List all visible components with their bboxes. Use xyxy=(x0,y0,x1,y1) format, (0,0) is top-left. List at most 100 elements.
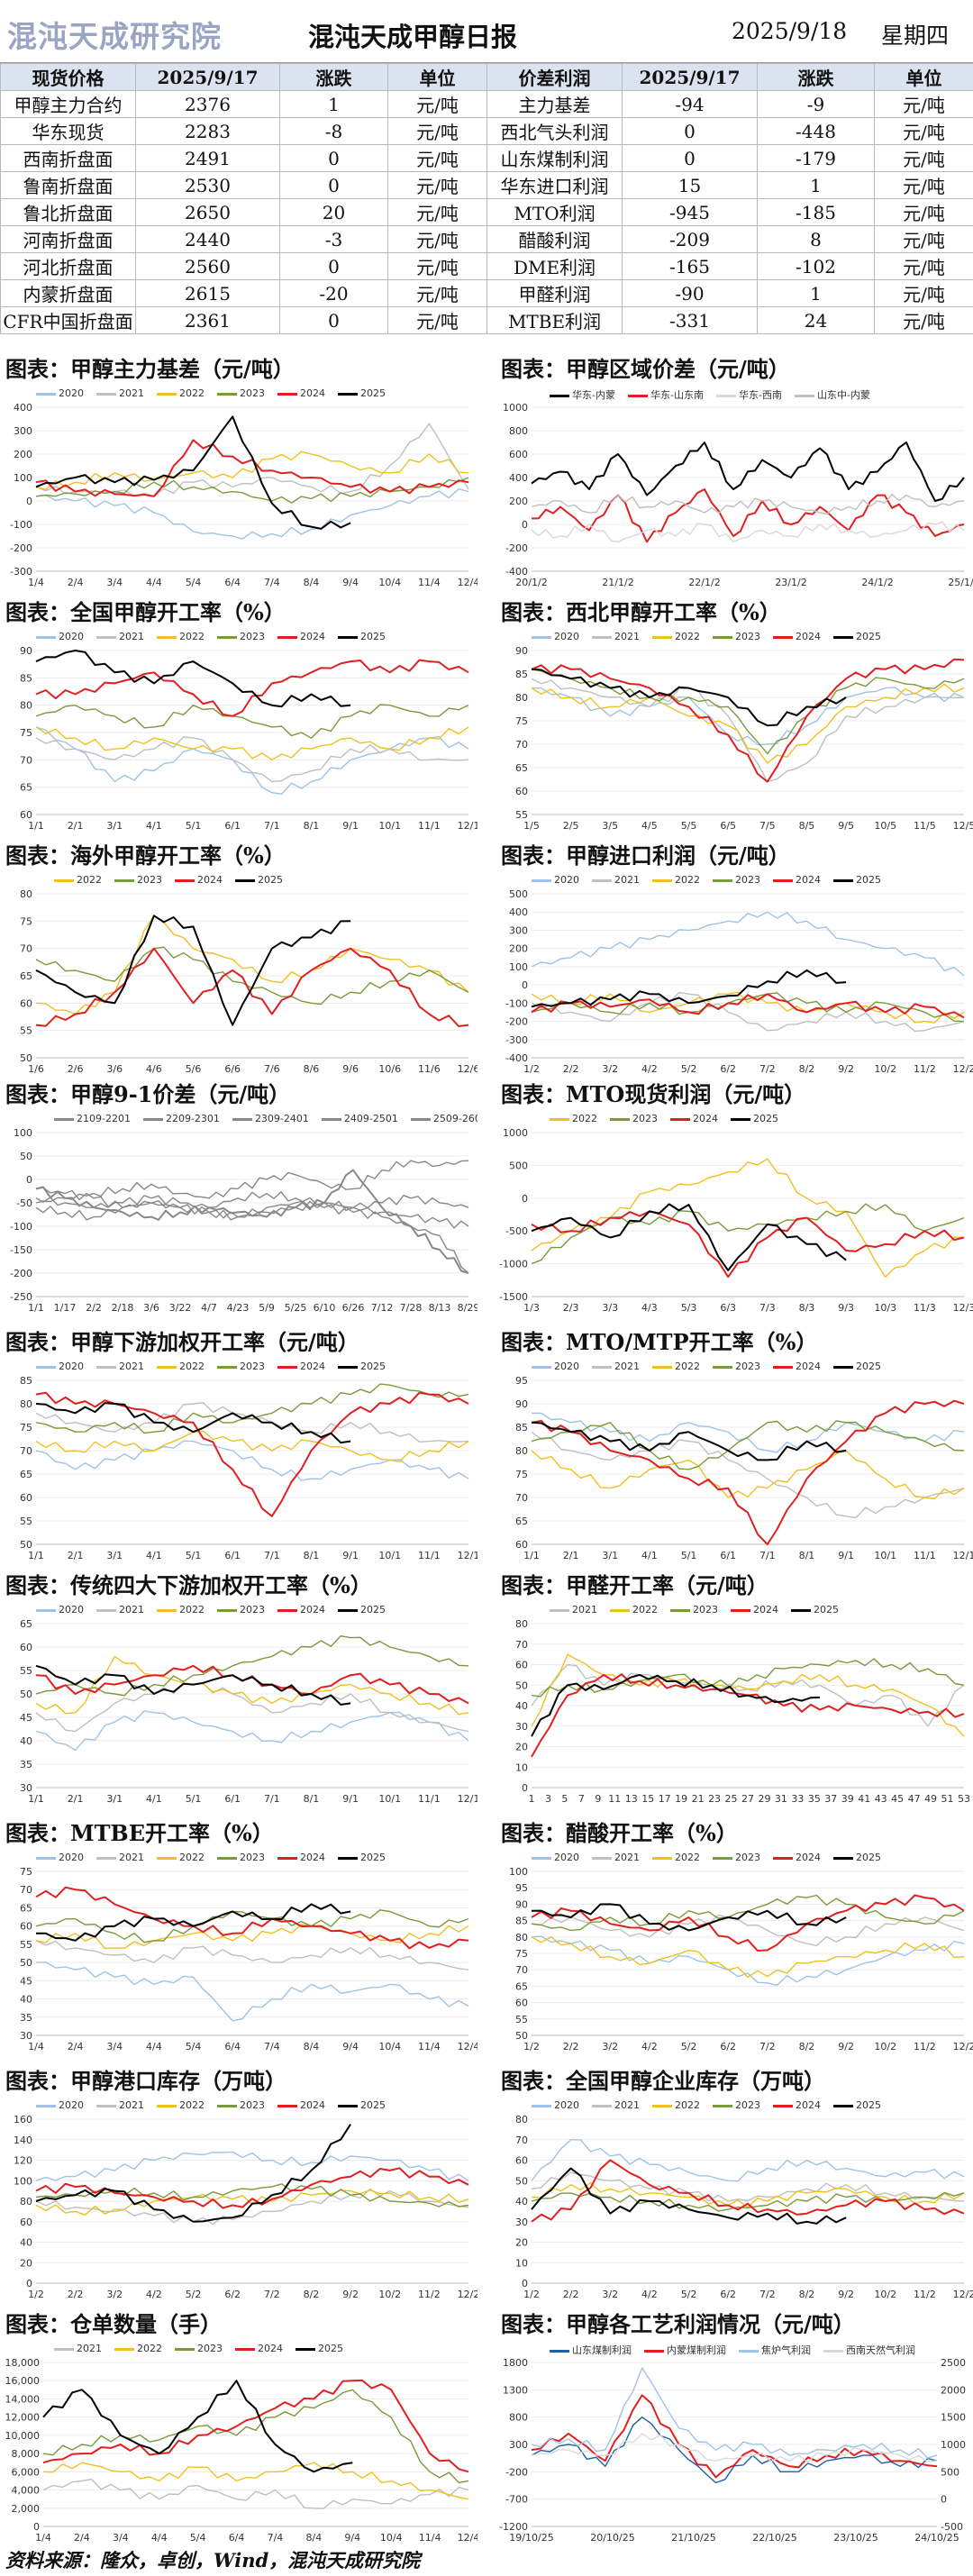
chart-panel-c18: 图表：甲醇各工艺利润情况（元/吨） 山东煤制利润 内蒙煤制利润 焦炉气利润 西南天然气利… xyxy=(496,2307,973,2550)
x-tick-label: 8/13 xyxy=(429,1302,451,1314)
legend-label: 2023 xyxy=(240,1361,265,1372)
x-tick-label: 1/1 xyxy=(28,820,44,832)
legend-label: 2024 xyxy=(197,874,223,886)
y-tick-label: -500 xyxy=(505,1225,528,1237)
table-cell: 元/吨 xyxy=(387,171,487,199)
legend-label: 2025 xyxy=(360,2099,386,2111)
chart-legend: 2020 2021 2022 2023 2024 2025 xyxy=(36,631,398,642)
x-tick-label: 7/1 xyxy=(759,1550,776,1561)
x-tick-label: 39 xyxy=(841,1793,854,1805)
y-tick-label: 40 xyxy=(20,1994,32,2006)
chart-panel-c1: 图表：甲醇主力基差（元/吨） 2020 2021 2022 2023 2024 2025 40… xyxy=(0,351,477,595)
y-right-tick-label: 0 xyxy=(941,2494,947,2506)
y-tick-label: 65 xyxy=(515,762,528,774)
series-line-2021 xyxy=(35,1940,469,1971)
x-tick-label: 25/1/2 xyxy=(948,577,973,588)
x-tick-label: 1/2 xyxy=(523,2041,540,2053)
x-tick-label: 6/1 xyxy=(720,1550,736,1561)
x-tick-label: 12/4 xyxy=(458,2532,477,2544)
legend-item: 2020 xyxy=(36,2099,84,2111)
legend-swatch xyxy=(277,2104,297,2107)
x-tick-label: 47 xyxy=(908,1793,921,1805)
table-header-cell: 2025/9/17 xyxy=(622,63,758,91)
legend-item: 2024 xyxy=(235,2343,283,2354)
legend-swatch xyxy=(157,1365,177,1369)
legend-swatch xyxy=(157,1856,177,1860)
x-tick-label: 12/4 xyxy=(458,577,477,588)
series-line-2020 xyxy=(531,687,965,746)
table-cell: 鲁北折盘面 xyxy=(0,198,136,226)
series-line-山东煤制利润 xyxy=(531,2417,938,2484)
x-tick-label: 8/29 xyxy=(458,1302,477,1314)
x-tick-label: 5/9 xyxy=(259,1302,275,1314)
legend-item: 2025 xyxy=(833,2099,881,2111)
x-tick-label: 6/4 xyxy=(229,2532,245,2544)
series-line-2025 xyxy=(35,915,351,1026)
series-line-2025 xyxy=(531,668,847,727)
x-tick-label: 43 xyxy=(875,1793,887,1805)
y-tick-label: 100 xyxy=(14,2175,32,2187)
legend-label: 2020 xyxy=(59,387,84,399)
series-line-山东中-内蒙 xyxy=(531,494,965,515)
legend-swatch xyxy=(114,878,134,882)
legend-label: 华东-内蒙 xyxy=(572,389,615,401)
legend-item: 山东煤制利润 xyxy=(550,2343,632,2357)
legend-label: 2021 xyxy=(77,2343,102,2354)
table-cell: 元/吨 xyxy=(387,306,487,334)
legend-label: 2021 xyxy=(572,1604,597,1616)
x-tick-label: 21/10/25 xyxy=(671,2532,715,2544)
table-row: 河南折盘面 2440 -3 元/吨 醋酸利润 -209 8 元/吨 xyxy=(0,225,973,253)
x-tick-label: 1/4 xyxy=(35,2532,51,2544)
legend-label: 2024 xyxy=(796,1852,821,1863)
x-tick-label: 9/1 xyxy=(342,1793,359,1805)
x-tick-label: 9/4 xyxy=(344,2532,360,2544)
x-tick-label: 24/1/2 xyxy=(861,577,893,588)
legend-label: 2022 xyxy=(77,874,102,886)
legend-item: 2022 xyxy=(652,631,700,642)
series-line-2024 xyxy=(531,1399,965,1545)
x-tick-label: 11/4 xyxy=(418,577,441,588)
legend-item: 2022 xyxy=(610,1604,658,1616)
table-cell: -90 xyxy=(622,279,758,307)
chart-plot: 65 60 55 50 45 40 35 301/1 2/1 3/1 4/1 5/1 6/1 7/1 8/1… xyxy=(20,1618,477,1805)
legend-swatch xyxy=(794,394,814,397)
y-tick-label: 300 xyxy=(509,924,528,936)
x-tick-label: 1/2 xyxy=(28,2289,44,2300)
legend-swatch xyxy=(157,392,177,396)
y-right-tick-label: -500 xyxy=(941,2521,963,2533)
legend-item: 2309-2401 xyxy=(232,1113,309,1124)
x-tick-label: 10/1 xyxy=(378,1550,401,1561)
chart-plot: 1800 1300 800 300 -200 -700 -1200 2500 2000 1500 1… xyxy=(499,2357,966,2544)
y-tick-label: 80 xyxy=(515,2114,528,2125)
x-tick-label: 5/2 xyxy=(681,2041,697,2053)
legend-item: 2023 xyxy=(217,2099,265,2111)
legend-label: 2109-2201 xyxy=(77,1113,131,1124)
x-tick-label: 4/4 xyxy=(151,2532,168,2544)
y-tick-label: 60 xyxy=(20,2216,32,2228)
series-line-2022 xyxy=(531,1450,965,1500)
legend-item: 2021 xyxy=(592,631,640,642)
legend-item: 2023 xyxy=(217,1361,265,1372)
legend-swatch xyxy=(54,2347,74,2351)
source-note: 资料来源：隆众，卓创，Wind，混沌天成研究院 xyxy=(5,2549,421,2571)
legend-label: 2021 xyxy=(614,1361,640,1372)
y-tick-label: 1000 xyxy=(503,402,528,414)
x-tick-label: 3/4 xyxy=(106,2041,123,2053)
legend-label: 2025 xyxy=(856,1361,881,1372)
legend-item: 2020 xyxy=(532,1361,579,1372)
chart-legend: 2020 2021 2022 2023 2024 2025 xyxy=(532,2099,894,2111)
x-tick-label: 37 xyxy=(824,1793,837,1805)
legend-swatch xyxy=(773,635,793,639)
chart-title: 图表：全国甲醇企业库存（万吨） xyxy=(501,2068,825,2094)
y-tick-label: 70 xyxy=(515,1492,528,1504)
series-line-2020 xyxy=(531,1935,965,1987)
y-tick-label: 30 xyxy=(515,1721,528,1733)
legend-item: 山东中-内蒙 xyxy=(794,387,870,402)
series-line-2023 xyxy=(531,992,965,1023)
y-tick-label: 100 xyxy=(14,1127,32,1139)
chart-panel-c4: 图表：西北甲醇开工率（%） 2020 2021 2022 2023 2024 2025 90 8… xyxy=(496,595,973,838)
y-tick-label: 30 xyxy=(515,2216,528,2228)
legend-label: 2023 xyxy=(240,1604,265,1616)
